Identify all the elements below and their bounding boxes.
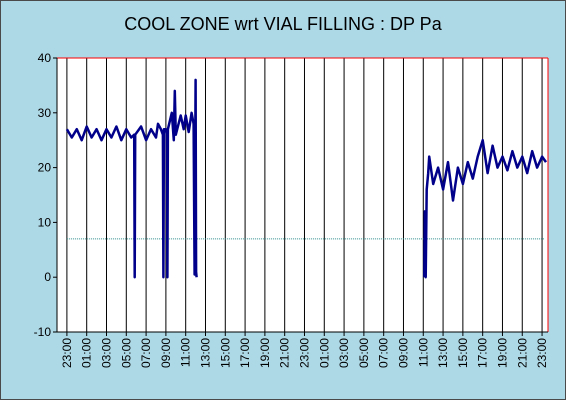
x-tick-label: 13:00 — [198, 338, 212, 368]
y-tick-label: 20 — [38, 161, 52, 175]
x-tick-label: 19:00 — [258, 338, 272, 368]
y-tick-label: 30 — [38, 106, 52, 120]
y-tick-label: 0 — [44, 270, 51, 284]
x-tick-label: 03:00 — [337, 338, 351, 368]
x-tick-label: 03:00 — [99, 338, 113, 368]
x-tick-label: 23:00 — [60, 338, 74, 368]
x-tick-label: 07:00 — [139, 338, 153, 368]
x-tick-label: 07:00 — [377, 338, 391, 368]
y-tick-label: -10 — [34, 325, 52, 339]
x-tick-label: 05:00 — [357, 338, 371, 368]
x-tick-label: 19:00 — [495, 338, 509, 368]
x-tick-label: 01:00 — [80, 338, 94, 368]
x-tick-label: 01:00 — [317, 338, 331, 368]
dp-series-line — [423, 138, 548, 279]
x-tick-label: 23:00 — [535, 338, 549, 368]
x-tick-label: 11:00 — [416, 338, 430, 367]
chart-title: COOL ZONE wrt VIAL FILLING : DP Pa — [124, 14, 442, 34]
x-tick-label: 05:00 — [119, 338, 133, 368]
x-tick-label: 17:00 — [238, 338, 252, 368]
plot-area — [57, 58, 548, 332]
x-tick-label: 21:00 — [515, 338, 529, 368]
x-tick-label: 09:00 — [396, 338, 410, 368]
dp-series-line — [65, 78, 198, 279]
x-tick-label: 21:00 — [278, 338, 292, 368]
x-tick-label: 15:00 — [456, 338, 470, 368]
y-tick-label: 10 — [38, 215, 52, 229]
x-tick-label: 17:00 — [476, 338, 490, 368]
x-tick-label: 09:00 — [159, 338, 173, 368]
x-tick-label: 13:00 — [436, 338, 450, 368]
x-tick-label: 23:00 — [297, 338, 311, 368]
x-tick-label: 15:00 — [218, 338, 232, 368]
x-tick-label: 11:00 — [179, 338, 193, 367]
y-tick-label: 40 — [38, 51, 52, 65]
